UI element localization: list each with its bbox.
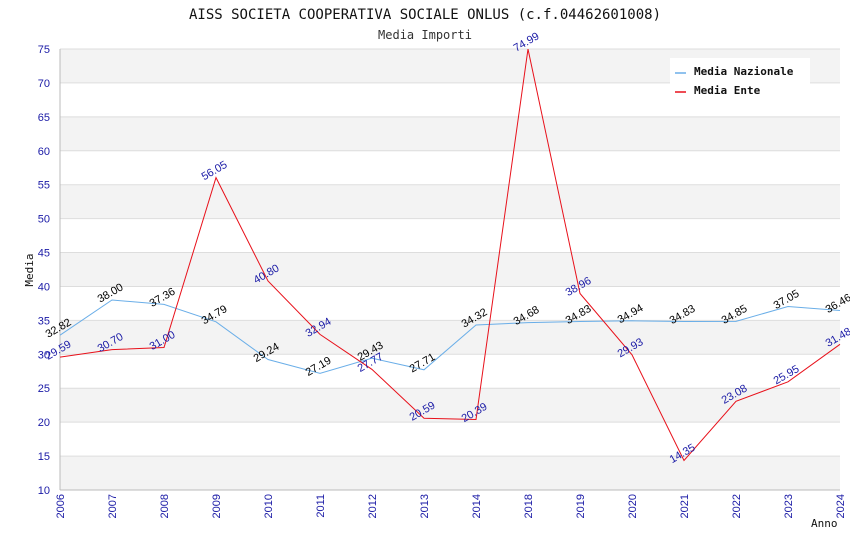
gridlines: [60, 48, 840, 491]
series-line-media-nazionale: [59, 299, 841, 374]
x-tick-label: 2012: [367, 494, 379, 518]
series-group: [59, 48, 841, 462]
chart-subtitle: Media Importi: [378, 28, 472, 42]
y-axis-ticks: 10 15 20 25 30 35 40 45 50 55 60 65 70 75: [38, 44, 50, 497]
x-tick-label: 2018: [523, 494, 535, 518]
y-tick-label: 10: [38, 485, 50, 497]
y-tick-label: 20: [38, 417, 50, 429]
y-tick-label: 50: [38, 214, 50, 226]
y-tick-label: 75: [38, 44, 50, 56]
x-tick-label: 2023: [783, 494, 795, 518]
y-tick-label: 60: [38, 146, 50, 158]
legend-box: [670, 58, 810, 102]
data-label-media-ente: 56.05: [200, 159, 230, 183]
legend-label-media-nazionale: Media Nazionale: [694, 65, 794, 78]
y-tick-label: 45: [38, 248, 50, 260]
y-tick-label: 55: [38, 180, 50, 192]
plot-band: [60, 388, 840, 423]
x-tick-label: 2014: [471, 494, 483, 518]
y-tick-label: 15: [38, 451, 50, 463]
x-tick-label: 2008: [159, 494, 171, 518]
data-label-media-nazionale: 36.46: [824, 292, 850, 316]
x-tick-label: 2010: [263, 494, 275, 518]
y-tick-label: 30: [38, 349, 50, 361]
x-tick-label: 2009: [211, 494, 223, 518]
plot-band: [60, 116, 840, 151]
chart-title: AISS SOCIETA COOPERATIVA SOCIALE ONLUS (…: [189, 7, 661, 23]
data-label-media-nazionale: 37.05: [772, 288, 802, 312]
plot-bands: [60, 49, 840, 490]
x-tick-label: 2019: [575, 494, 587, 518]
x-tick-label: 2013: [419, 494, 431, 518]
x-axis-ticks: 2006 2007 2008 2009 2010 2011 2012 2013 2014 2018…: [55, 494, 847, 518]
y-tick-label: 65: [38, 112, 50, 124]
axes: [59, 49, 840, 491]
y-tick-label: 25: [38, 383, 50, 395]
y-tick-label: 40: [38, 281, 50, 293]
y-tick-label: 35: [38, 315, 50, 327]
x-tick-label: 2022: [731, 494, 743, 518]
plot-band: [60, 320, 840, 355]
x-tick-label: 2007: [107, 494, 119, 518]
plot-band: [60, 456, 840, 490]
plot-band: [60, 184, 840, 219]
data-label-media-ente: 25.95: [772, 363, 802, 387]
x-tick-label: 2011: [315, 494, 327, 518]
x-tick-label: 2021: [679, 494, 691, 518]
legend: Media Nazionale Media Ente: [670, 58, 810, 102]
data-label-media-nazionale: 27.19: [304, 355, 334, 379]
data-label-media-nazionale: 37.36: [148, 286, 178, 310]
series-line-media-ente: [59, 48, 841, 462]
x-tick-label: 2020: [627, 494, 639, 518]
plot-band: [60, 252, 840, 287]
legend-label-media-ente: Media Ente: [694, 84, 761, 97]
x-axis-label: Anno: [811, 517, 838, 530]
y-tick-label: 70: [38, 78, 50, 90]
y-axis-label: Media: [23, 253, 36, 286]
x-tick-label: 2024: [835, 494, 847, 518]
data-label-media-ente: 29.59: [44, 338, 74, 362]
x-tick-label: 2006: [55, 494, 67, 518]
